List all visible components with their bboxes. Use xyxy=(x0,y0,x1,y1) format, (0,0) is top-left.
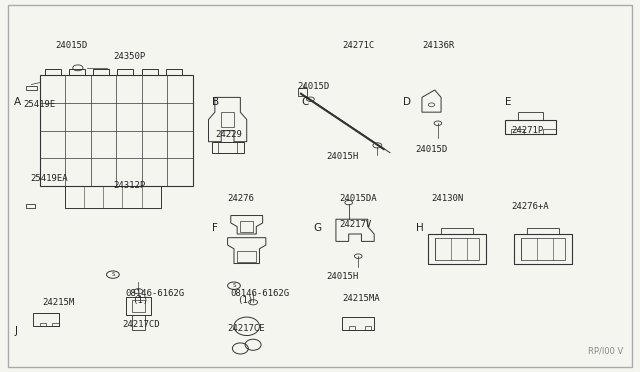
Text: 24215M: 24215M xyxy=(43,298,75,307)
Bar xyxy=(26,205,35,208)
Bar xyxy=(52,323,59,326)
Text: 24217CE: 24217CE xyxy=(228,324,265,333)
Bar xyxy=(521,238,565,260)
Bar xyxy=(166,68,182,75)
Bar xyxy=(40,75,193,186)
Bar xyxy=(212,142,244,153)
Text: 24015D: 24015D xyxy=(56,41,88,50)
Text: RP/I00 V: RP/I00 V xyxy=(588,347,623,356)
Text: 25419E: 25419E xyxy=(24,100,56,109)
Text: 08146-6162G: 08146-6162G xyxy=(231,289,290,298)
Bar xyxy=(441,228,473,234)
Bar xyxy=(241,221,253,232)
Bar xyxy=(125,297,151,315)
Bar xyxy=(365,326,371,330)
Bar xyxy=(221,112,234,127)
Text: D: D xyxy=(403,97,411,108)
Bar xyxy=(505,119,556,134)
Text: (1): (1) xyxy=(132,296,148,305)
Text: S: S xyxy=(111,272,115,277)
Text: F: F xyxy=(212,223,218,233)
Text: 24350P: 24350P xyxy=(113,52,145,61)
Text: 24271P: 24271P xyxy=(511,126,543,135)
Bar xyxy=(132,301,145,311)
Bar xyxy=(543,129,556,134)
Bar xyxy=(349,326,355,330)
Text: 25419EA: 25419EA xyxy=(30,174,68,183)
Bar xyxy=(518,112,543,119)
Bar xyxy=(428,234,486,263)
Text: 24217V: 24217V xyxy=(339,220,371,229)
Text: 24015D: 24015D xyxy=(415,145,448,154)
Text: 24276: 24276 xyxy=(228,195,255,203)
Text: 24130N: 24130N xyxy=(431,195,464,203)
Text: 08146-6162G: 08146-6162G xyxy=(125,289,185,298)
Bar xyxy=(237,251,256,262)
Bar xyxy=(515,234,572,263)
Text: B: B xyxy=(212,97,219,108)
Text: S: S xyxy=(232,283,236,288)
Text: 24015H: 24015H xyxy=(326,272,358,281)
Text: 24229: 24229 xyxy=(215,130,242,139)
Text: A: A xyxy=(14,97,21,108)
Text: 24271C: 24271C xyxy=(342,41,374,50)
Bar xyxy=(527,228,559,234)
Bar xyxy=(93,68,109,75)
Bar xyxy=(511,129,524,134)
Bar xyxy=(435,238,479,260)
Bar xyxy=(117,68,133,75)
Bar xyxy=(69,68,85,75)
Text: 24015H: 24015H xyxy=(326,152,358,161)
Bar xyxy=(141,68,157,75)
Text: J: J xyxy=(14,326,17,336)
Bar xyxy=(298,88,307,96)
Bar xyxy=(218,142,237,153)
Text: 24215MA: 24215MA xyxy=(342,294,380,303)
Bar xyxy=(45,68,61,75)
Bar xyxy=(342,317,374,330)
Bar xyxy=(26,86,37,90)
Text: G: G xyxy=(314,223,322,233)
Text: 24276+A: 24276+A xyxy=(511,202,548,211)
Bar xyxy=(40,323,46,326)
Text: H: H xyxy=(415,223,423,233)
Text: 24312P: 24312P xyxy=(113,182,145,190)
Text: 24015DA: 24015DA xyxy=(339,195,377,203)
Text: 24136R: 24136R xyxy=(422,41,454,50)
Text: E: E xyxy=(505,97,511,108)
Bar xyxy=(33,313,59,326)
Text: C: C xyxy=(301,97,308,108)
Text: (1): (1) xyxy=(237,296,253,305)
Text: 24217CD: 24217CD xyxy=(122,320,160,329)
Text: 24015D: 24015D xyxy=(298,82,330,91)
